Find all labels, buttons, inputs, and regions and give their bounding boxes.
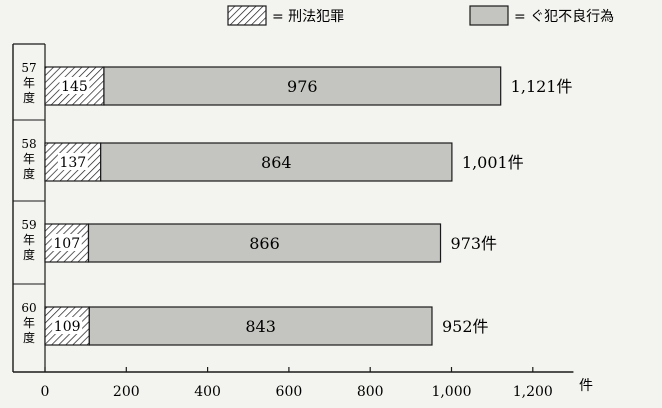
total-label: 952件: [442, 317, 489, 336]
x-tick-label: 400: [194, 384, 221, 400]
x-tick-label: 1,200: [513, 384, 553, 400]
x-tick-label: 200: [113, 384, 140, 400]
value-label: 843: [245, 317, 276, 336]
total-label: 973件: [451, 234, 498, 253]
category-label: 60 年度: [21, 301, 36, 345]
x-tick-label: 800: [357, 384, 384, 400]
x-tick-label: 600: [276, 384, 303, 400]
value-label: 866: [249, 234, 280, 253]
x-axis: 0 200 400 600 800 1,000 1,200 件: [13, 367, 593, 400]
value-label: 976: [287, 77, 318, 96]
legend-swatch-1: [227, 5, 267, 26]
bar-segment: [100, 142, 453, 182]
value-label: 137: [59, 155, 86, 171]
bars-group: 145 976 1,121件 137 864 1,001件 107 866 973件 109 843…: [44, 66, 573, 346]
value-label-bg: [57, 153, 88, 170]
value-label: 145: [61, 79, 88, 95]
value-label: 109: [54, 319, 81, 335]
x-axis-unit: 件: [579, 378, 593, 394]
category-label: 59 年度: [21, 218, 36, 262]
bar-segment: [88, 306, 433, 346]
x-tick-label: 0: [41, 384, 50, 400]
x-tick-label: 1,000: [431, 384, 471, 400]
value-label: 107: [53, 236, 80, 252]
value-label-bg: [52, 317, 83, 334]
legend-swatch-2: [469, 5, 509, 26]
legend: = 刑法犯罪 = ぐ犯不良行為: [227, 5, 614, 26]
plot-area: 57 年度 58 年度 59 年度 60 年度: [12, 43, 46, 372]
bar-segment: [103, 66, 502, 106]
legend-label-1: = 刑法犯罪: [272, 9, 344, 25]
bar-segment: [87, 223, 442, 263]
legend-label-2: = ぐ犯不良行為: [514, 9, 614, 25]
bar-segment: [44, 66, 105, 106]
total-label: 1,001件: [462, 153, 524, 172]
total-label: 1,121件: [511, 77, 573, 96]
category-label: 57 年度: [21, 61, 36, 105]
value-label: 864: [261, 153, 292, 172]
value-label-bg: [51, 234, 82, 251]
category-label: 58 年度: [21, 137, 36, 181]
value-label-bg: [59, 77, 90, 94]
